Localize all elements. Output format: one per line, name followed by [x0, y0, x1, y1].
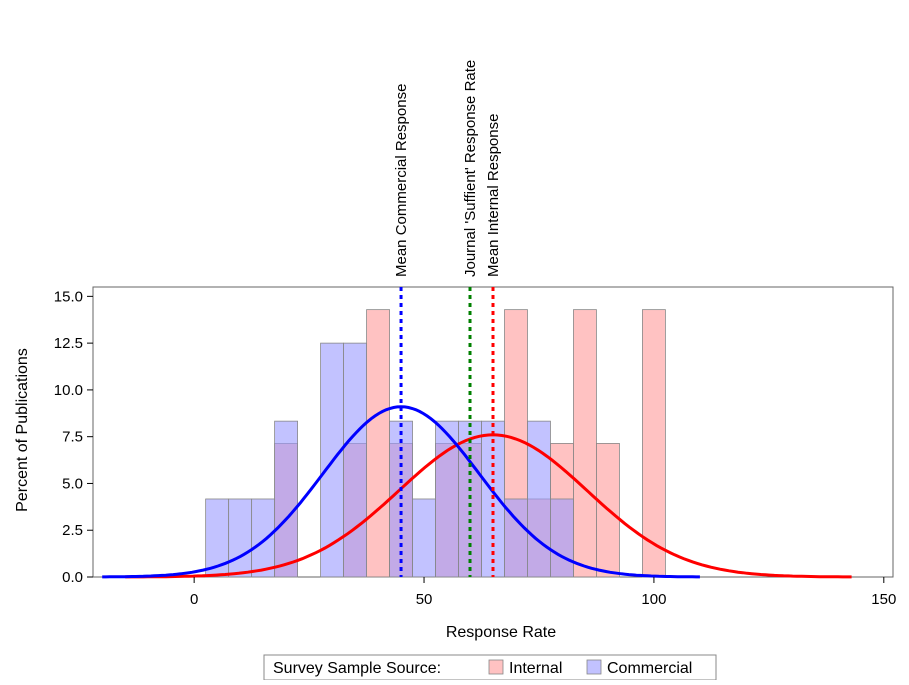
x-axis-label: Response Rate	[446, 624, 556, 641]
bar-commercial	[251, 498, 276, 578]
y-tick-label: 12.5	[54, 335, 83, 352]
normal-curve-commercial	[102, 405, 700, 579]
reference-line-label-0: Mean Internal Response	[485, 114, 502, 277]
legend-swatch-internal	[488, 659, 504, 675]
legend-swatch-commercial	[586, 659, 602, 675]
legend-title: Survey Sample Source:	[273, 660, 441, 677]
bar-commercial	[228, 498, 253, 578]
legend-item-internal: Internal	[509, 660, 562, 677]
bar-commercial	[412, 498, 436, 578]
x-tick-label: 50	[416, 591, 433, 608]
reference-line-label-1: Mean Commercial Response	[393, 84, 410, 277]
y-tick-label: 5.0	[62, 475, 83, 492]
bar-internal	[573, 309, 597, 578]
y-axis-label: Percent of Publications	[14, 348, 31, 512]
bar-internal	[642, 309, 666, 578]
normal-curve-internal	[125, 433, 852, 579]
bar-commercial	[550, 498, 574, 578]
reference-line-label-2: Journal 'Suffient' Response Rate	[462, 60, 479, 277]
y-tick-label: 2.5	[62, 522, 83, 539]
legend: Survey Sample Source: Internal Commercial	[263, 654, 717, 681]
x-tick-label: 0	[190, 591, 198, 608]
x-tick-label: 100	[641, 591, 666, 608]
y-tick-label: 7.5	[62, 429, 83, 446]
legend-item-commercial: Commercial	[607, 660, 692, 677]
y-tick-label: 15.0	[54, 288, 83, 305]
bar-commercial	[274, 420, 298, 578]
y-tick-label: 0.0	[62, 569, 83, 586]
bar-commercial	[343, 342, 367, 578]
x-tick-label: 150	[871, 591, 896, 608]
bar-internal	[366, 309, 390, 578]
y-tick-label: 10.0	[54, 382, 83, 399]
